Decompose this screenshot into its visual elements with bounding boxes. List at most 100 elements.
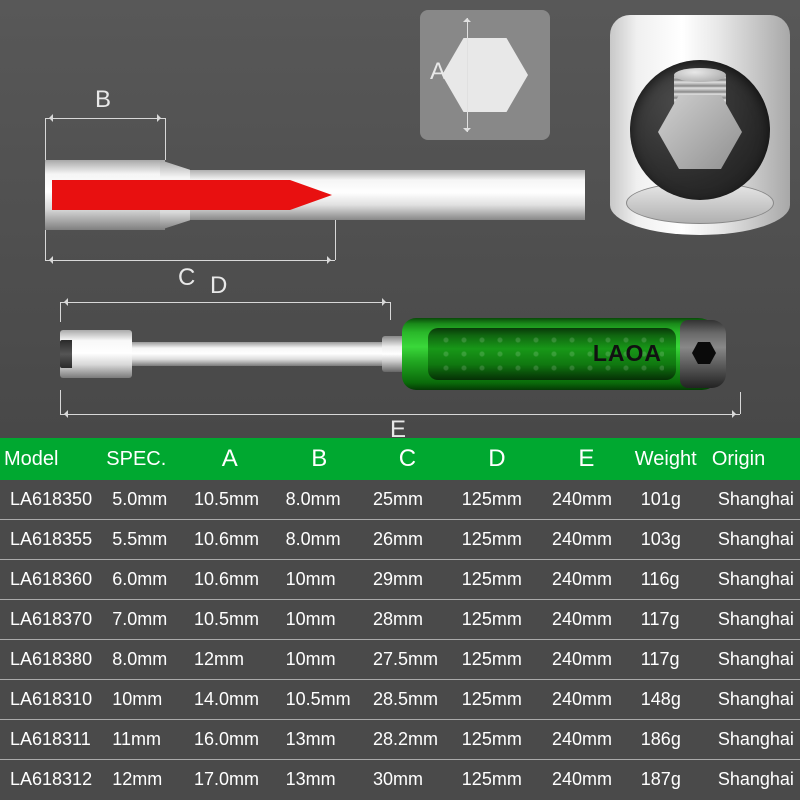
table-cell: 5.0mm <box>102 480 184 520</box>
table-cell: 10mm <box>102 680 184 720</box>
table-header-cell: E <box>542 438 631 480</box>
shaft-red-indicator <box>52 180 332 210</box>
table-row: LA6183606.0mm10.6mm10mm29mm125mm240mm116… <box>0 560 800 600</box>
dim-b-ext <box>165 118 166 160</box>
table-cell: 28.5mm <box>363 680 452 720</box>
table-cell: 26mm <box>363 520 452 560</box>
table-row: LA6183505.0mm10.5mm8.0mm25mm125mm240mm10… <box>0 480 800 520</box>
table-header-cell: Origin <box>708 438 800 480</box>
table-cell: 12mm <box>102 760 184 800</box>
table-cell: 28.2mm <box>363 720 452 760</box>
dimension-label-a: A <box>430 58 446 86</box>
table-cell: 240mm <box>542 520 631 560</box>
table-cell: 125mm <box>452 720 542 760</box>
dimension-line-d <box>60 302 390 303</box>
table-cell: 101g <box>631 480 708 520</box>
table-cell: 28mm <box>363 600 452 640</box>
hexagon-icon <box>442 38 528 112</box>
table-cell: Shanghai <box>708 680 800 720</box>
table-cell: 8.0mm <box>276 480 363 520</box>
table-cell: LA618355 <box>0 520 102 560</box>
table-cell: LA618360 <box>0 560 102 600</box>
table-cell: 13mm <box>276 720 363 760</box>
dimension-line-b <box>45 118 165 119</box>
table-cell: 8.0mm <box>276 520 363 560</box>
table-header-cell: SPEC. <box>102 438 184 480</box>
table-cell: Shanghai <box>708 480 800 520</box>
table-cell: 8.0mm <box>102 640 184 680</box>
table-cell: Shanghai <box>708 600 800 640</box>
table-cell: 30mm <box>363 760 452 800</box>
dim-c-ext <box>335 220 336 260</box>
table-cell: 240mm <box>542 560 631 600</box>
table-cell: 240mm <box>542 720 631 760</box>
table-cell: LA618310 <box>0 680 102 720</box>
bolt-top <box>674 68 726 82</box>
table-cell: Shanghai <box>708 560 800 600</box>
table-cell: 240mm <box>542 640 631 680</box>
table-cell: 13mm <box>276 760 363 800</box>
table-cell: 125mm <box>452 520 542 560</box>
specification-table: ModelSPEC.ABCDEWeightOrigin LA6183505.0m… <box>0 438 800 799</box>
driver-socket-hole <box>60 340 72 368</box>
table-row: LA6183707.0mm10.5mm10mm28mm125mm240mm117… <box>0 600 800 640</box>
table-header-cell: B <box>276 438 363 480</box>
table-cell: 125mm <box>452 640 542 680</box>
table-cell: 148g <box>631 680 708 720</box>
table-cell: 16.0mm <box>184 720 276 760</box>
table-cell: 125mm <box>452 680 542 720</box>
table-row: LA6183808.0mm12mm10mm27.5mm125mm240mm117… <box>0 640 800 680</box>
table-cell: LA618350 <box>0 480 102 520</box>
driver-shaft <box>130 342 390 366</box>
table-cell: 116g <box>631 560 708 600</box>
table-cell: 5.5mm <box>102 520 184 560</box>
table-cell: 14.0mm <box>184 680 276 720</box>
table-cell: 27.5mm <box>363 640 452 680</box>
nut-driver-illustration: LAOA <box>60 318 740 390</box>
table-cell: 6.0mm <box>102 560 184 600</box>
table-header-cell: A <box>184 438 276 480</box>
table-cell: 125mm <box>452 600 542 640</box>
table-cell: 29mm <box>363 560 452 600</box>
table-cell: 125mm <box>452 480 542 520</box>
brand-logo: LAOA <box>593 340 662 367</box>
table-cell: 10.6mm <box>184 520 276 560</box>
table-row: LA61831212mm17.0mm13mm30mm125mm240mm187g… <box>0 760 800 800</box>
dimension-line-a <box>467 18 468 132</box>
table-cell: 10.5mm <box>184 600 276 640</box>
table-cell: 12mm <box>184 640 276 680</box>
table-cell: 17.0mm <box>184 760 276 800</box>
table-cell: LA618311 <box>0 720 102 760</box>
table-cell: 187g <box>631 760 708 800</box>
table-header-cell: Model <box>0 438 102 480</box>
dimension-label-d: D <box>210 272 227 300</box>
table-row: LA61831010mm14.0mm10.5mm28.5mm125mm240mm… <box>0 680 800 720</box>
table-cell: 10mm <box>276 640 363 680</box>
table-cell: 240mm <box>542 680 631 720</box>
table-cell: 7.0mm <box>102 600 184 640</box>
table-cell: 240mm <box>542 760 631 800</box>
table-cell: Shanghai <box>708 720 800 760</box>
dimension-diagram: A B C LAOA D E <box>0 0 800 438</box>
dimension-label-c: C <box>178 264 195 292</box>
table-cell: 103g <box>631 520 708 560</box>
table-header-cell: C <box>363 438 452 480</box>
table-cell: 10.5mm <box>276 680 363 720</box>
table-cell: Shanghai <box>708 760 800 800</box>
table-cell: 240mm <box>542 600 631 640</box>
table-cell: LA618312 <box>0 760 102 800</box>
table-header-cell: Weight <box>631 438 708 480</box>
dim-d-ext <box>390 302 391 320</box>
table-cell: 10mm <box>276 560 363 600</box>
table-row: LA6183555.5mm10.6mm8.0mm26mm125mm240mm10… <box>0 520 800 560</box>
table-cell: LA618370 <box>0 600 102 640</box>
table-header-row: ModelSPEC.ABCDEWeightOrigin <box>0 438 800 480</box>
table-cell: 10.6mm <box>184 560 276 600</box>
table-cell: 10mm <box>276 600 363 640</box>
driver-handle: LAOA <box>402 318 720 390</box>
dimension-line-e <box>60 414 740 415</box>
socket-bolt-photo <box>600 0 800 260</box>
dim-b-ext <box>45 118 46 160</box>
dimension-line-c <box>45 260 335 261</box>
table-row: LA61831111mm16.0mm13mm28.2mm125mm240mm18… <box>0 720 800 760</box>
